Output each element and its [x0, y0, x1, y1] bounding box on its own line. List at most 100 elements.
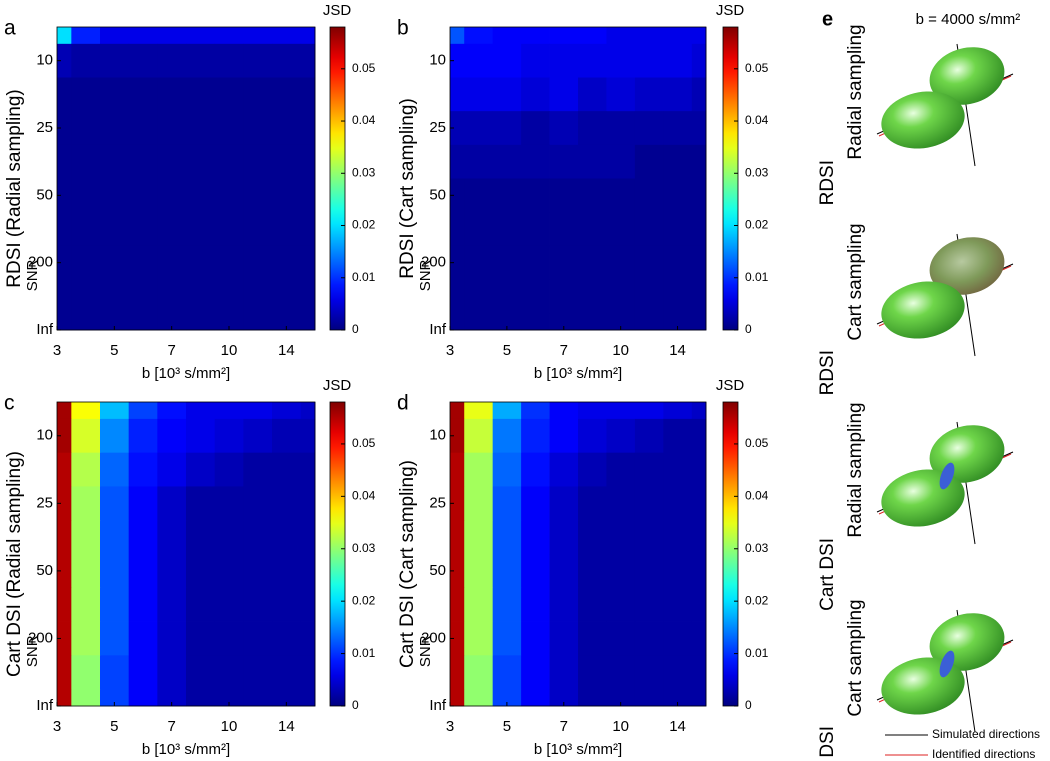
contour-cell — [214, 245, 244, 280]
glyph — [876, 233, 1014, 357]
contour-cell — [100, 245, 130, 280]
y-axis-label: Cart DSI (Cart sampling) — [397, 460, 418, 668]
contour-cell — [128, 452, 158, 487]
contour-cell — [549, 689, 579, 707]
glyph-lobe — [929, 47, 1005, 105]
contour-cell — [492, 77, 522, 112]
contour-cell — [243, 245, 273, 280]
contour-cell — [464, 245, 494, 280]
contour-cell — [186, 77, 216, 112]
contour-cell — [214, 554, 244, 589]
contour-cell — [214, 402, 244, 420]
contour-cell — [492, 621, 522, 656]
contour-cell — [691, 212, 707, 247]
contour-cell — [521, 452, 550, 487]
contour-cell — [300, 452, 316, 487]
x-tick-label: 10 — [612, 718, 629, 735]
contour-cell — [71, 313, 101, 331]
plot-frame — [56, 26, 316, 331]
contour-cell — [634, 621, 664, 656]
contour-cell — [214, 212, 244, 247]
panel-label: e — [822, 8, 833, 30]
contour-cell — [100, 111, 130, 146]
contour-cell — [100, 178, 130, 213]
contour-cell — [578, 279, 607, 314]
glyph-lobe — [881, 281, 965, 339]
contour-cell — [128, 655, 158, 690]
contour-cell — [214, 520, 244, 555]
contour-cell — [128, 418, 158, 454]
contour-cell — [186, 587, 216, 622]
contour-cell — [450, 313, 465, 331]
contour-cell — [521, 486, 550, 521]
contour-cell — [450, 27, 465, 45]
contour-cell — [578, 520, 607, 555]
contour-cell — [100, 587, 130, 622]
contour-cell — [243, 402, 273, 420]
contour-cell — [243, 178, 273, 213]
contour-cell — [214, 144, 244, 179]
contour-cell — [272, 245, 302, 280]
contour-cell — [521, 418, 550, 454]
contour-cell — [492, 486, 522, 521]
contour-cell — [464, 402, 494, 420]
colorbar-label: JSD — [716, 377, 745, 394]
colorbar-tick-label: 0.02 — [352, 593, 376, 607]
contour-cell — [521, 144, 550, 179]
contour-cell — [57, 178, 72, 213]
colorbar-tick-label: 0 — [745, 322, 752, 336]
contour-cell — [300, 43, 316, 78]
contour-cell — [663, 655, 693, 690]
contour-cell — [186, 111, 216, 146]
contour-cell — [243, 279, 273, 314]
colorbar — [329, 26, 346, 331]
contour-cell — [243, 587, 273, 622]
contour-cell — [186, 43, 216, 78]
contour-cell — [128, 77, 158, 112]
contour-cell — [663, 452, 693, 487]
contour-cell — [57, 245, 72, 280]
panel-label: c — [4, 392, 15, 415]
contour-cell — [578, 245, 607, 280]
x-tick-label: 7 — [167, 342, 175, 359]
contour-cell — [606, 111, 636, 146]
contour-cell — [57, 212, 72, 247]
contour-cell — [243, 418, 273, 454]
contour-cell — [243, 655, 273, 690]
contour-cell — [300, 111, 316, 146]
contour-cell — [606, 587, 636, 622]
row-sampling-label: Cart sampling — [845, 223, 866, 340]
contour-cell — [464, 212, 494, 247]
contour-cell — [549, 587, 579, 622]
contour-cell — [578, 178, 607, 213]
contour-cell — [100, 689, 130, 707]
contour-cell — [663, 111, 693, 146]
contour-cell — [663, 402, 693, 420]
contour-cell — [128, 111, 158, 146]
contour-cell — [300, 77, 316, 112]
contour-cell — [549, 554, 579, 589]
contour-cell — [243, 144, 273, 179]
contour-cell — [578, 313, 607, 331]
contour-cell — [57, 27, 72, 45]
contour-cell — [634, 212, 664, 247]
contour-cell — [691, 554, 707, 589]
contour-cell — [606, 77, 636, 112]
y-tick-label: 10 — [429, 52, 446, 69]
contour-cell — [272, 486, 302, 521]
y-axis-label: RDSI (Radial sampling) — [4, 89, 25, 288]
contour-cell — [57, 313, 72, 331]
x-tick-label: 7 — [167, 718, 175, 735]
x-tick-label: 3 — [53, 718, 61, 735]
contour-cell — [606, 402, 636, 420]
x-tick-label: 10 — [221, 342, 238, 359]
contour-cell — [634, 486, 664, 521]
contour-cell — [521, 178, 550, 213]
contour-cell — [606, 520, 636, 555]
contour-cell — [272, 77, 302, 112]
contour-cell — [272, 27, 302, 45]
contour-cell — [300, 212, 316, 247]
contour-cell — [606, 144, 636, 179]
contour-cell — [300, 689, 316, 707]
contour-cell — [300, 178, 316, 213]
